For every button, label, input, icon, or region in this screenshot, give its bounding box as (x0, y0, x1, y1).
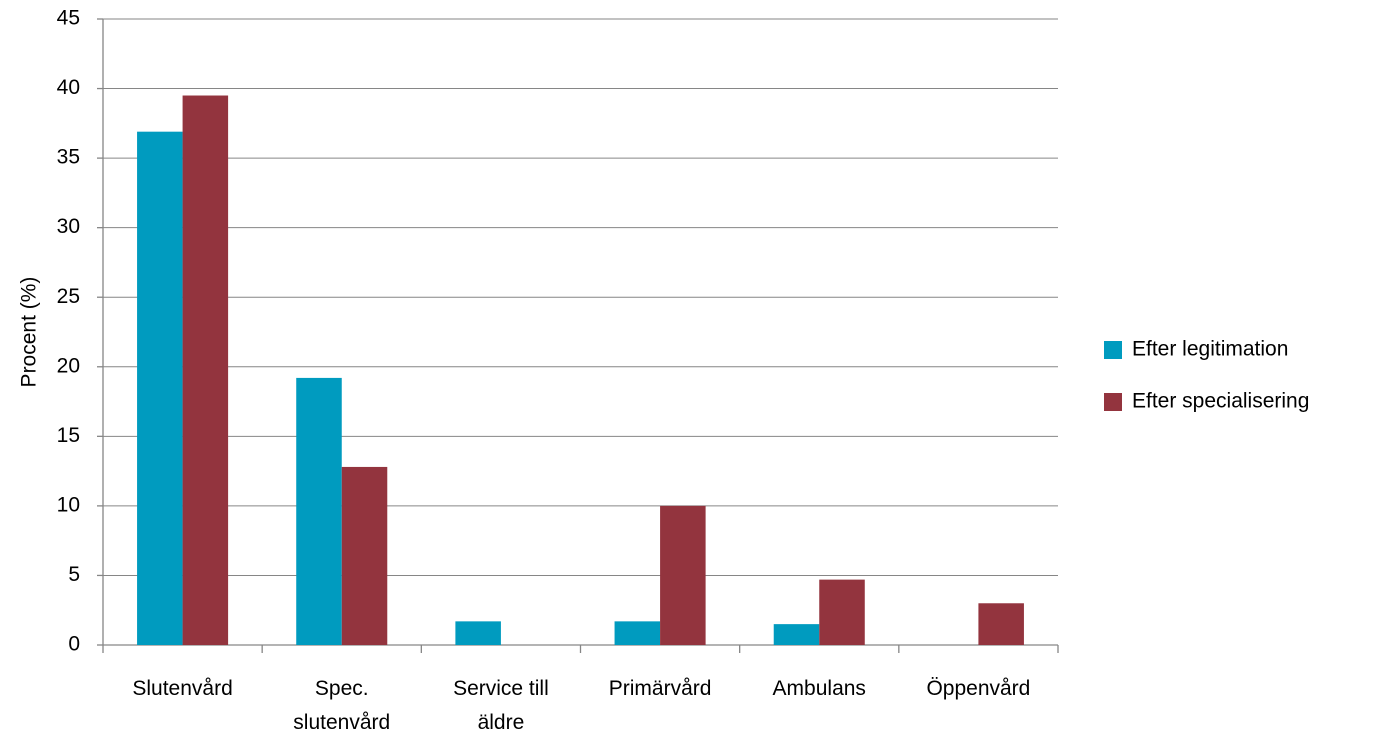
y-tick-label: 0 (68, 633, 80, 656)
y-tick-label: 45 (57, 7, 80, 30)
x-tick-label: Öppenvård (926, 677, 1030, 700)
x-tick-label-line: Primärvård (609, 677, 712, 700)
x-tick-label: Slutenvård (132, 677, 232, 700)
y-tick-label: 5 (68, 563, 80, 586)
x-tick-label-line: Spec. (315, 677, 369, 700)
y-tick-label: 30 (57, 215, 80, 238)
bar (978, 603, 1024, 645)
bar (773, 624, 820, 645)
bar (455, 621, 501, 645)
y-tick-label: 20 (57, 354, 80, 377)
x-tick-label: Ambulans (773, 677, 866, 700)
x-tick-label: Service till äldre (453, 677, 549, 734)
y-tick-label: 25 (57, 285, 80, 308)
bar (819, 579, 865, 645)
bar (296, 377, 342, 645)
y-tick-label: 15 (57, 424, 80, 447)
x-tick-label-line: Öppenvård (926, 677, 1030, 700)
x-tick-label-line: Ambulans (773, 677, 866, 700)
x-tick-label-line: Slutenvård (132, 677, 232, 700)
bar (182, 95, 229, 645)
legend-swatch (1104, 393, 1122, 411)
x-tick-label-line: slutenvård (293, 711, 390, 734)
x-tick-label: Primärvård (609, 677, 712, 700)
x-tick-label-line: äldre (478, 711, 525, 734)
y-axis-label: Procent (%) (18, 277, 41, 388)
y-tick-label: 10 (57, 493, 80, 516)
bar (660, 505, 706, 645)
x-tick-label-line: Service till (453, 677, 549, 700)
bar (614, 621, 661, 645)
bar (341, 466, 388, 645)
bar (137, 131, 183, 645)
legend-swatch (1104, 341, 1122, 359)
y-tick-label: 35 (57, 146, 80, 169)
y-tick-label: 40 (57, 76, 80, 99)
x-tick-label: Spec. slutenvård (293, 677, 390, 734)
legend-label: Efter legitimation (1132, 338, 1288, 361)
legend-label: Efter specialisering (1132, 390, 1309, 413)
